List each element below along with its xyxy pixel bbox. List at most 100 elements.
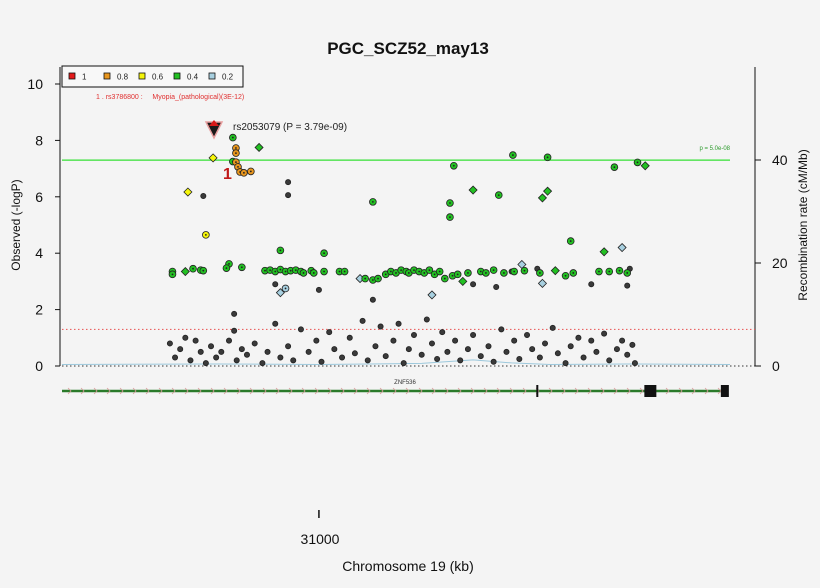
snp-point-diamond bbox=[183, 187, 193, 197]
snp-point bbox=[554, 350, 561, 357]
snp-point-center bbox=[546, 156, 549, 159]
snp-point bbox=[315, 286, 322, 293]
strand-arrow-icon bbox=[67, 387, 72, 395]
snp-point bbox=[359, 317, 366, 324]
snp-point bbox=[485, 343, 492, 350]
legend-label: 0.8 bbox=[117, 73, 129, 82]
snp-point bbox=[213, 354, 220, 361]
strand-arrow-icon bbox=[704, 387, 709, 395]
snp-point bbox=[218, 348, 225, 355]
snp-point bbox=[516, 355, 523, 362]
snp-point-center bbox=[289, 269, 292, 272]
top-snp-ld-marker bbox=[209, 120, 219, 126]
snp-point-diamond bbox=[427, 290, 437, 300]
legend-box bbox=[61, 65, 244, 88]
y-tick-label: 8 bbox=[35, 132, 43, 148]
strand-arrow-icon bbox=[171, 387, 176, 395]
snp-point bbox=[172, 354, 179, 361]
snp-point bbox=[285, 192, 292, 199]
snp-point-center bbox=[538, 272, 541, 274]
snp-point-center bbox=[202, 269, 205, 272]
strand-arrow-icon bbox=[522, 387, 527, 395]
snp-point bbox=[410, 331, 417, 338]
snp-points bbox=[166, 133, 650, 367]
strand-arrow-icon bbox=[496, 387, 501, 395]
snp-point-center bbox=[323, 270, 325, 273]
strand-arrow-icon bbox=[327, 387, 332, 395]
snp-point-center bbox=[513, 270, 516, 273]
strand-arrow-icon bbox=[678, 387, 683, 395]
strand-arrow-icon bbox=[275, 387, 280, 395]
snp-point bbox=[490, 358, 497, 365]
legend-swatch bbox=[103, 72, 111, 80]
snp-point bbox=[631, 360, 638, 367]
axes: 0 2 4 6 8 10 0 20 40 bbox=[27, 67, 788, 518]
snp-point bbox=[346, 334, 353, 341]
y-tick-label: 2 bbox=[35, 302, 43, 318]
snp-point-center bbox=[395, 272, 397, 274]
snp-point bbox=[326, 329, 333, 336]
snp-point bbox=[272, 281, 279, 288]
snp-point bbox=[549, 324, 556, 331]
snp-point bbox=[264, 348, 271, 355]
snp-point-center bbox=[503, 272, 505, 274]
snp-point bbox=[305, 348, 312, 355]
snp-point-center bbox=[249, 170, 252, 173]
snp-point-diamond bbox=[254, 142, 264, 153]
snp-point bbox=[542, 340, 549, 347]
snp-point-center bbox=[171, 273, 174, 276]
strand-arrow-icon bbox=[561, 387, 566, 395]
legend-label: 0.2 bbox=[222, 73, 234, 82]
snp-point bbox=[606, 357, 613, 364]
strand-arrow-icon bbox=[80, 387, 85, 395]
snp-point-center bbox=[569, 240, 572, 242]
snp-point-center bbox=[613, 166, 616, 169]
snp-point bbox=[277, 354, 284, 361]
strand-arrow-icon bbox=[418, 387, 423, 395]
snp-point bbox=[588, 337, 595, 344]
snp-point bbox=[390, 337, 397, 344]
strand-arrow-icon bbox=[691, 387, 696, 395]
snp-point-center bbox=[433, 273, 436, 276]
snp-point-diamond bbox=[543, 186, 553, 196]
strand-arrow-icon bbox=[626, 387, 631, 395]
snp-point bbox=[177, 346, 184, 353]
snp-point-center bbox=[492, 269, 495, 272]
snp-point-center bbox=[413, 269, 415, 272]
snp-point bbox=[318, 358, 325, 365]
snp-point bbox=[290, 357, 297, 364]
snp-point-center bbox=[564, 274, 567, 277]
recombination-rate bbox=[61, 359, 731, 365]
strand-arrow-icon bbox=[392, 387, 397, 395]
snp-point bbox=[272, 320, 279, 327]
snp-point bbox=[493, 284, 500, 291]
strand-arrow-icon bbox=[340, 387, 345, 395]
legend-label: 0.6 bbox=[152, 73, 164, 82]
snp-point-diamond bbox=[537, 193, 548, 203]
snp-point bbox=[423, 316, 430, 323]
snp-point-center bbox=[279, 268, 282, 271]
gene-track bbox=[62, 385, 729, 397]
snp-point-diamond bbox=[537, 278, 548, 288]
strand-arrow-icon bbox=[288, 387, 293, 395]
snp-point bbox=[575, 334, 582, 341]
y-tick-label: 6 bbox=[35, 189, 43, 205]
y-tick-label: 10 bbox=[27, 76, 43, 92]
snp-point bbox=[601, 330, 608, 337]
snp-point-diamond bbox=[468, 185, 478, 195]
annotation-marker: 1 bbox=[223, 166, 232, 183]
snp-point bbox=[470, 281, 477, 288]
snp-point-diamond bbox=[599, 247, 609, 257]
top-snp-label: rs2053079 (P = 3.79e-09) bbox=[233, 122, 347, 133]
snp-point bbox=[231, 327, 238, 334]
snp-point-center bbox=[418, 270, 421, 273]
snp-point-center bbox=[279, 249, 282, 252]
strand-arrow-icon bbox=[249, 387, 254, 395]
strand-arrow-icon bbox=[444, 387, 449, 395]
snp-point bbox=[339, 354, 346, 361]
snp-point bbox=[233, 357, 240, 364]
snp-point-center bbox=[456, 273, 459, 276]
snp-point bbox=[498, 326, 505, 333]
snp-point-center bbox=[423, 272, 426, 274]
